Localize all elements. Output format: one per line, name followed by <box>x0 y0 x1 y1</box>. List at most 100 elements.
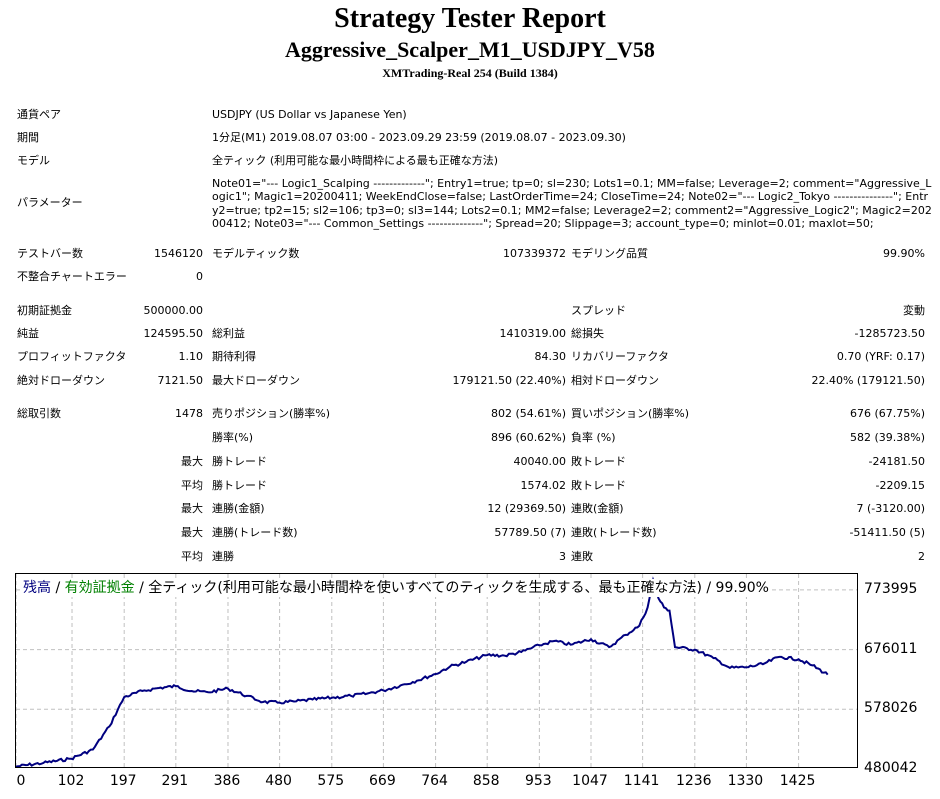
profit-factor-value: 1.10 <box>178 350 204 363</box>
avg-consec-wins-value: 3 <box>559 550 566 563</box>
quality-label: モデリング品質 <box>571 247 648 260</box>
largest-loss-value: -24181.50 <box>868 455 925 468</box>
x-tick-label: 953 <box>524 773 552 789</box>
chart-plot <box>16 574 857 767</box>
symbol-label: 通貨ペア <box>17 108 61 121</box>
absolute-drawdown-value: 7121.50 <box>157 374 204 387</box>
x-tick-label: 1425 <box>779 773 816 789</box>
params-value: Note01="--- Logic1_Scalping ------------… <box>212 177 932 230</box>
x-tick-label: 386 <box>213 773 241 789</box>
recovery-factor-label: リカバリーファクタ <box>571 350 669 363</box>
avg-consec-wins-label: 連勝 <box>212 550 234 563</box>
average-win-label: 勝トレード <box>212 479 267 492</box>
spread-value: 変動 <box>903 304 925 317</box>
win-rate-value: 896 (60.62%) <box>490 431 566 444</box>
average-loss-value: -2209.15 <box>875 479 925 492</box>
average-loss-label: 敗トレード <box>571 479 626 492</box>
x-tick-label: 0 <box>16 773 26 789</box>
y-tick-label: 578026 <box>864 700 918 717</box>
long-positions-value: 676 (67.75%) <box>849 407 925 420</box>
consec-loss-label: 連敗(トレード数) <box>571 526 657 539</box>
expected-payoff-value: 84.30 <box>534 350 567 363</box>
x-tick-label: 858 <box>472 773 500 789</box>
consec-money-row-label: 最大 <box>181 502 203 515</box>
legend-balance: 残高 <box>23 580 51 596</box>
deposit-label: 初期証拠金 <box>17 304 72 317</box>
x-tick-label: 197 <box>109 773 137 789</box>
avg-consec-row-label: 平均 <box>181 550 203 563</box>
report-title: Strategy Tester Report <box>334 3 606 34</box>
balance-line <box>16 576 829 767</box>
gross-loss-value: -1285723.50 <box>854 327 925 340</box>
net-profit-value: 124595.50 <box>143 327 204 340</box>
x-tick-label: 1330 <box>727 773 764 789</box>
x-tick-label: 1141 <box>623 773 660 789</box>
server-info: XMTrading-Real 254 (Build 1384) <box>382 66 558 80</box>
x-tick-label: 575 <box>317 773 345 789</box>
ticks-value: 107339372 <box>503 247 566 260</box>
consec-wins-money-value: 12 (29369.50) <box>487 502 566 515</box>
consec-losses-money-value: 7 (-3120.00) <box>856 502 925 515</box>
mismatch-value: 0 <box>196 270 203 283</box>
largest-loss-label: 敗トレード <box>571 455 626 468</box>
y-tick-label: 480042 <box>864 760 918 776</box>
bars-value: 1546120 <box>154 247 203 260</box>
legend-model-info: / 全ティック(利用可能な最小時間枠を使いすべてのティックを生成する、最も正確な… <box>134 580 769 596</box>
legend-separator: / <box>51 580 65 596</box>
expected-payoff-label: 期待利得 <box>212 350 256 363</box>
short-positions-value: 802 (54.61%) <box>490 407 566 420</box>
bars-label: テストバー数 <box>17 247 83 260</box>
largest-win-label: 勝トレード <box>212 455 267 468</box>
profit-factor-label: プロフィットファクタ <box>17 350 127 363</box>
win-rate-label: 勝率(%) <box>212 431 254 444</box>
report-subtitle: Aggressive_Scalper_M1_USDJPY_V58 <box>285 37 655 62</box>
max-drawdown-value: 179121.50 (22.40%) <box>452 374 566 387</box>
consec-profit-value: 57789.50 (7) <box>494 526 566 539</box>
mismatch-label: 不整合チャートエラー <box>17 270 127 283</box>
average-win-value: 1574.02 <box>520 479 567 492</box>
consec-wins-money-label: 連勝(金額) <box>212 502 265 515</box>
largest-win-value: 40040.00 <box>513 455 567 468</box>
gross-loss-label: 総損失 <box>571 327 604 340</box>
max-drawdown-label: 最大ドローダウン <box>212 374 300 387</box>
consec-trades-row-label: 最大 <box>181 526 203 539</box>
relative-drawdown-label: 相対ドローダウン <box>571 374 659 387</box>
x-tick-label: 764 <box>421 773 448 789</box>
quality-value: 99.90% <box>883 247 925 260</box>
model-label: モデル <box>17 154 50 167</box>
x-tick-label: 1047 <box>572 773 608 789</box>
spread-label: スプレッド <box>571 304 626 317</box>
chart-legend: 残高 / 有効証拠金 / 全ティック(利用可能な最小時間枠を使いすべてのティック… <box>23 579 769 597</box>
ticks-label: モデルティック数 <box>212 247 300 260</box>
recovery-factor-value: 0.70 (YRF: 0.17) <box>836 350 925 363</box>
short-positions-label: 売りポジション(勝率%) <box>212 407 331 420</box>
balance-chart: 残高 / 有効証拠金 / 全ティック(利用可能な最小時間枠を使いすべてのティック… <box>15 573 858 768</box>
avg-consec-losses-value: 2 <box>918 550 925 563</box>
consec-losses-money-label: 連敗(金額) <box>571 502 624 515</box>
total-trades-label: 総取引数 <box>17 407 61 420</box>
deposit-value: 500000.00 <box>143 304 204 317</box>
period-value: 1分足(M1) 2019.08.07 03:00 - 2023.09.29 23… <box>212 131 626 144</box>
y-tick-label: 773995 <box>864 580 918 597</box>
y-tick-label: 676011 <box>864 640 918 657</box>
total-trades-value: 1478 <box>175 407 203 420</box>
largest-row-label: 最大 <box>181 455 203 468</box>
long-positions-label: 買いポジション(勝率%) <box>571 407 690 420</box>
gross-profit-label: 総利益 <box>212 327 245 340</box>
period-label: 期間 <box>17 131 39 144</box>
loss-rate-value: 582 (39.38%) <box>849 431 925 444</box>
avg-consec-losses-label: 連敗 <box>571 550 593 563</box>
x-tick-label: 291 <box>161 773 189 789</box>
x-tick-label: 480 <box>265 773 292 789</box>
relative-drawdown-value: 22.40% (179121.50) <box>811 374 925 387</box>
x-tick-label: 1236 <box>675 773 712 789</box>
loss-rate-label: 負率 (%) <box>571 431 616 444</box>
average-row-label: 平均 <box>181 479 203 492</box>
absolute-drawdown-label: 絶対ドローダウン <box>17 374 105 387</box>
model-value: 全ティック (利用可能な最小時間枠による最も正確な方法) <box>212 154 499 167</box>
consec-profit-label: 連勝(トレード数) <box>212 526 298 539</box>
net-profit-label: 純益 <box>17 327 39 340</box>
x-tick-label: 102 <box>57 773 85 789</box>
params-label: パラメーター <box>17 196 83 209</box>
gross-profit-value: 1410319.00 <box>499 327 566 340</box>
